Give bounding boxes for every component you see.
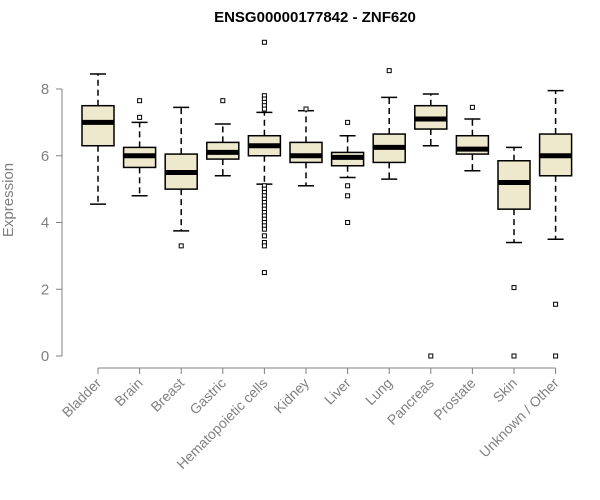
outlier-point [553, 301, 559, 307]
category-label: Prostate [430, 375, 478, 423]
y-axis: 0 2 4 6 8 [41, 81, 63, 365]
chart-title: ENSG00000177842 - ZNF620 [214, 9, 416, 26]
box-breast [164, 106, 198, 249]
outlier-point [137, 114, 143, 120]
y-tick-label: 8 [41, 81, 49, 98]
outlier-point [261, 243, 267, 249]
outlier-point [261, 233, 267, 239]
box-skin [497, 146, 531, 359]
outlier-point [261, 226, 267, 232]
category-label: Skin [490, 375, 521, 406]
iqr-box [289, 141, 323, 164]
outlier-point [469, 104, 475, 110]
category-label: Breast [147, 375, 187, 415]
box-liver [330, 119, 365, 225]
category-label: Kidney [271, 375, 313, 417]
outlier-point [511, 285, 517, 291]
y-axis-label: Expression [0, 163, 17, 237]
y-tick-label: 6 [41, 148, 49, 165]
box-gastric [206, 98, 240, 177]
outlier-point [345, 220, 351, 225]
category-label: Brain [111, 375, 145, 409]
box-kidney [289, 106, 323, 187]
outlier-point [553, 353, 559, 359]
outlier-point [345, 119, 351, 125]
outlier-point [261, 270, 267, 276]
box-prostate [455, 104, 490, 172]
box-hematopoietic-cells [247, 39, 282, 276]
iqr-box [81, 104, 115, 147]
category-label: Lung [362, 375, 395, 408]
box-series [81, 39, 573, 359]
category-label: Liver [321, 375, 354, 408]
y-tick-label: 4 [41, 215, 49, 232]
outlier-point [178, 243, 184, 249]
outlier-point [261, 39, 267, 45]
box-unknown-other [538, 89, 573, 359]
box-pancreas [414, 93, 448, 359]
outlier-point [261, 106, 267, 112]
outlier-point [345, 193, 351, 199]
y-tick-label: 2 [41, 281, 49, 298]
outlier-point [511, 353, 517, 359]
box-bladder [81, 73, 115, 205]
box-lung [372, 68, 406, 180]
outlier-point [386, 68, 392, 74]
iqr-box [497, 160, 531, 210]
outlier-point [428, 353, 434, 359]
category-label: Bladder [59, 375, 105, 421]
outlier-point [220, 98, 226, 104]
outlier-point [303, 106, 309, 112]
y-tick-label: 0 [41, 348, 49, 365]
outlier-point [345, 183, 351, 189]
box-brain [122, 98, 157, 197]
category-label: Unknown / Other [476, 375, 562, 461]
outlier-point [137, 98, 143, 104]
